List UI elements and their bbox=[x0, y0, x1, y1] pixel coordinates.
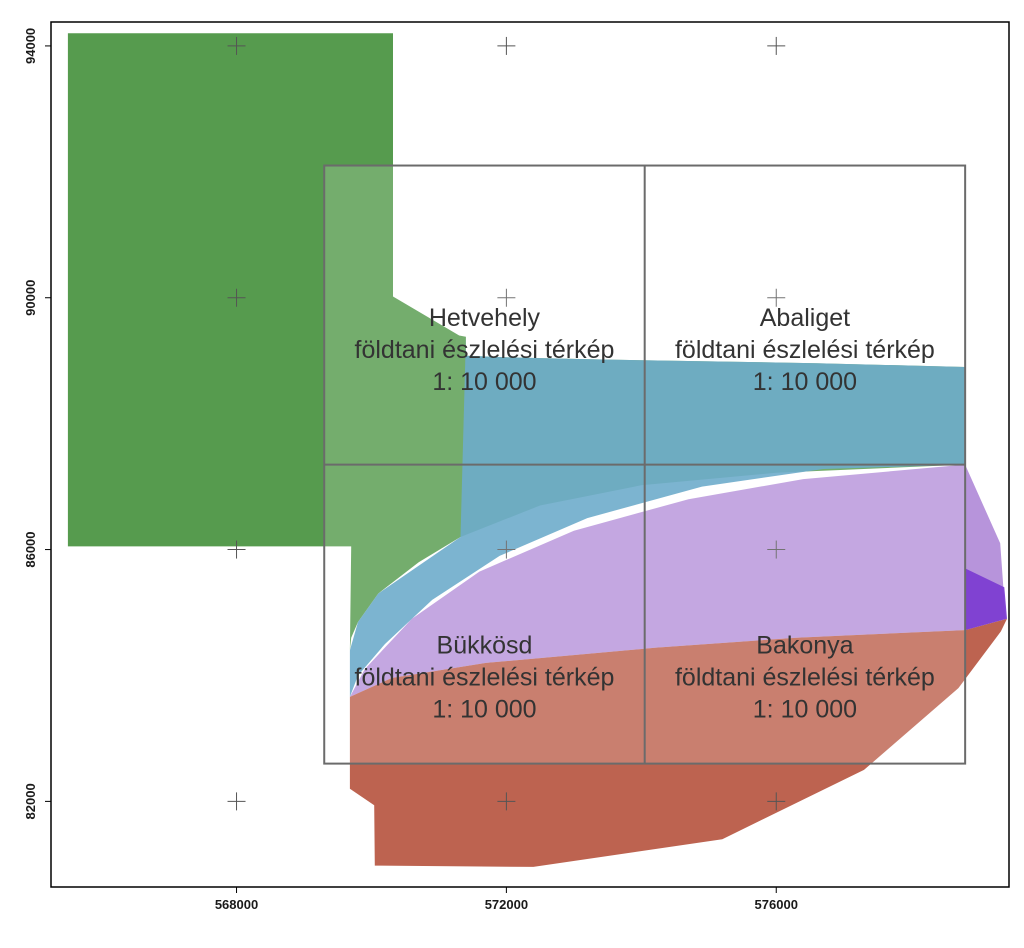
x-tick-label: 572000 bbox=[485, 897, 528, 912]
map-figure: Hetvehely földtani észlelési térkép 1: 10 … bbox=[0, 0, 1024, 948]
panel-title: Bükkösd bbox=[437, 631, 533, 659]
panel-title: Bakonya bbox=[756, 631, 853, 659]
panel-subtitle: földtani észlelési térkép bbox=[675, 663, 935, 691]
y-tick-label: 90000 bbox=[23, 280, 38, 316]
panel-scale: 1: 10 000 bbox=[432, 368, 536, 396]
y-tick-label: 82000 bbox=[23, 783, 38, 819]
panel-subtitle: földtani észlelési térkép bbox=[355, 336, 615, 364]
panel-scale: 1: 10 000 bbox=[432, 695, 536, 723]
panel-scale: 1: 10 000 bbox=[753, 695, 857, 723]
y-tick-label: 86000 bbox=[23, 531, 38, 567]
panel-title: Abaliget bbox=[760, 304, 850, 332]
panel-subtitle: földtani észlelési térkép bbox=[355, 663, 615, 691]
x-tick-label: 576000 bbox=[755, 897, 798, 912]
panel-title: Hetvehely bbox=[429, 304, 541, 332]
x-tick-label: 568000 bbox=[215, 897, 258, 912]
figure-container: Hetvehely földtani észlelési térkép 1: 10 … bbox=[0, 0, 1024, 948]
panel-scale: 1: 10 000 bbox=[753, 368, 857, 396]
panel-subtitle: földtani észlelési térkép bbox=[675, 336, 935, 364]
y-tick-label: 94000 bbox=[23, 28, 38, 64]
